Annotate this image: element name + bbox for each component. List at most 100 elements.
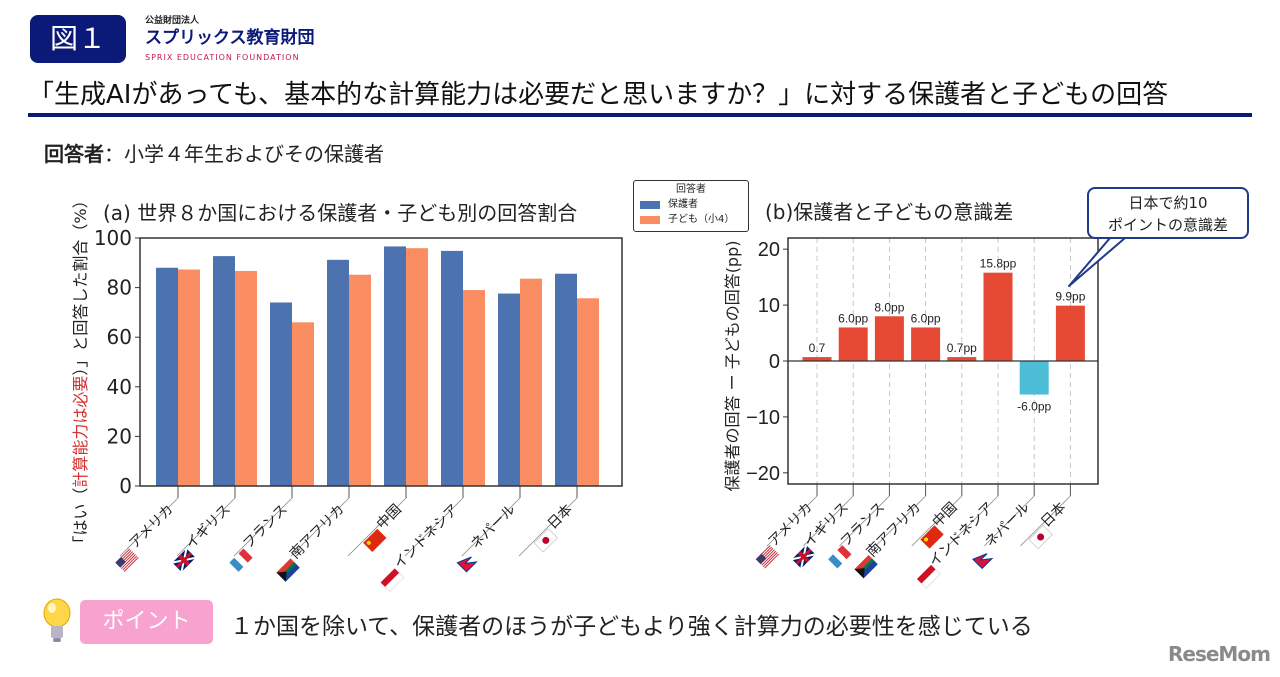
flag-part [972, 553, 994, 570]
flag-part [795, 548, 812, 565]
x-tick-label: 南アフリカ [287, 502, 348, 563]
x-tick-label: フランス [240, 502, 291, 553]
resemom-logo: ReseMom [1168, 642, 1271, 666]
legend-item-child: 子ども（小4） [640, 213, 748, 226]
legend-swatch-parent [640, 200, 660, 209]
y-tick-label: 100 [94, 226, 132, 250]
japan-flag-icon [1028, 524, 1053, 550]
chart-b-title: (b)保護者と子どもの意識差 [765, 200, 1013, 224]
legend-swatch-child [640, 215, 660, 224]
data-label: 6.0pp [838, 311, 868, 325]
flag-part [234, 553, 248, 567]
indonesia-flag-icon [916, 564, 941, 589]
bar-parent [555, 273, 577, 486]
flag-part [363, 528, 387, 553]
y-tick-label: 40 [107, 375, 132, 399]
lightbulb-icon [43, 598, 71, 642]
org-name-en: SPRIX EDUCATION FOUNDATION [145, 53, 300, 62]
data-label: 6.0pp [911, 311, 941, 325]
x-tick-leader [839, 495, 890, 547]
flag-part [123, 557, 139, 572]
uk-flag-icon [172, 548, 196, 573]
x-tick-leader [983, 495, 1035, 547]
y-tick-label: −10 [746, 407, 780, 429]
bar-child [463, 290, 485, 486]
x-tick-leader [119, 497, 179, 557]
flag-part [921, 569, 941, 589]
china-flag-icon [363, 528, 387, 553]
data-label: -6.0pp [1017, 400, 1051, 414]
diff-bar [947, 357, 977, 361]
title-divider [28, 113, 1252, 117]
callout-line: 日本で約10 [1128, 194, 1208, 212]
diff-bar [1055, 305, 1085, 361]
china-flag-icon [920, 525, 944, 549]
respondents: 回答者：小学４年生およびその保護者 [44, 138, 384, 167]
plot-frame [139, 237, 623, 487]
flag-part [833, 550, 847, 564]
org-type: 公益財団法人 [145, 16, 200, 26]
x-tick-leader [404, 497, 464, 557]
flag-part [542, 536, 550, 544]
nepal-flag-icon [456, 556, 478, 573]
diff-bar [838, 327, 868, 361]
diff-bar [983, 272, 1013, 361]
flag-part [762, 552, 778, 568]
bar-child [349, 274, 371, 486]
us-flag-icon [755, 545, 780, 569]
south-africa-flag-icon [854, 555, 878, 579]
plot-frame [787, 237, 1099, 485]
data-label: 8.0pp [874, 300, 904, 314]
flag-part [924, 537, 929, 542]
legend-label: 子ども（小4） [668, 214, 735, 225]
chart-b-y-label: 保護者の回答 ー 子どもの回答(pp) [723, 241, 742, 492]
x-tick-label: 日本 [545, 502, 576, 533]
callout-line: ポイントの意識差 [1107, 216, 1228, 234]
flag-part [828, 554, 843, 569]
x-tick-leader [233, 497, 293, 557]
point-badge: ポイント [80, 600, 213, 644]
flag-part [854, 568, 865, 579]
chart-a-y-label: 「はい（計算能力は必要）」と回答した割合（%） [71, 192, 90, 551]
x-tick-leader [290, 497, 350, 557]
y-tick-label: 20 [758, 239, 780, 261]
flag-part [920, 525, 944, 549]
chart-legend: 回答者 保護者 子ども（小4） [633, 180, 749, 232]
bar-parent [441, 250, 463, 486]
bar-parent [156, 267, 178, 486]
y-tick-label: 0 [119, 474, 132, 498]
bar-parent [327, 259, 349, 486]
flag-part [764, 553, 780, 569]
x-tick-leader [875, 495, 926, 547]
page-title: 「生成AIがあっても、基本的な計算能力は必要だと思いますか？」に対する保護者と子… [28, 80, 1169, 110]
bar-child [235, 270, 257, 486]
chart-a: (a) 世界８か国における保護者・子ども別の回答割合 0 20 40 60 80 100 アメ… [71, 192, 623, 593]
respondents-value: ：小学４年生およびその保護者 [104, 142, 384, 166]
x-tick-leader [802, 495, 854, 547]
y-tick-label: 60 [107, 325, 132, 349]
bar-child [520, 278, 542, 486]
x-tick-leader [461, 497, 521, 557]
x-tick-label: イギリス [183, 502, 234, 553]
flag-part [916, 564, 936, 584]
bar-child [178, 269, 200, 486]
x-tick-leader [947, 495, 999, 547]
diff-bar [874, 316, 904, 361]
callout-pointer [1068, 237, 1126, 287]
y-label-part: 「はい（ [71, 488, 90, 552]
indonesia-flag-icon [380, 568, 405, 593]
x-tick-leader [518, 497, 578, 557]
y-tick-label: 20 [107, 424, 132, 448]
flag-part [1037, 533, 1045, 541]
bar-parent [384, 246, 406, 486]
org-name: スプリックス教育財団 [145, 28, 315, 48]
x-tick-leader [176, 497, 236, 557]
flag-part [456, 556, 478, 573]
bar-child [406, 248, 428, 486]
flag-part [837, 545, 852, 560]
flag-part [366, 540, 371, 545]
flag-part [238, 548, 253, 563]
legend-label: 保護者 [668, 199, 698, 210]
